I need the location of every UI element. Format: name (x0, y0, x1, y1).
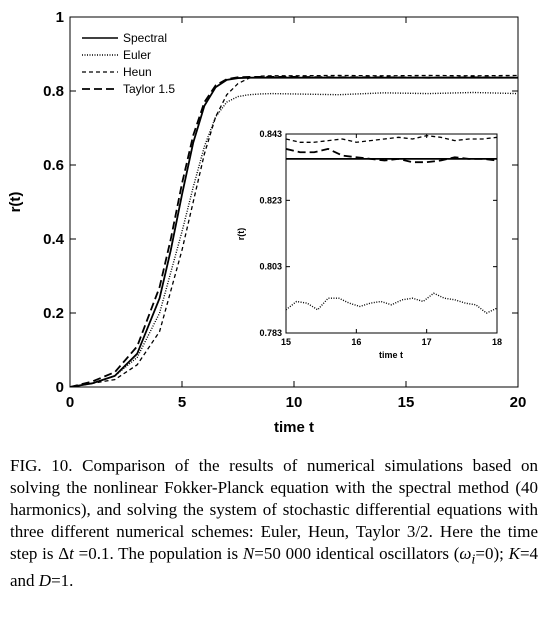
main-x-tick-label: 10 (286, 394, 303, 411)
main-y-tick-label: 0 (56, 379, 64, 396)
main-y-tick-label: 0.6 (43, 157, 64, 174)
main-y-tick-label: 0.4 (43, 231, 65, 248)
inset-y-axis-label: r(t) (236, 228, 246, 241)
main-y-tick-label: 0.8 (43, 83, 64, 100)
caption-var-k: K (508, 544, 520, 563)
inset-y-tick-label: 0.803 (259, 262, 282, 272)
legend: Spectral Euler Heun Taylor 1.5 (82, 31, 175, 96)
caption-var-omega-sub: i (471, 551, 476, 568)
main-x-tick-label: 5 (178, 394, 186, 411)
caption-text-3: =50 000 identical oscillators ( (254, 544, 460, 563)
legend-label-spectral: Spectral (123, 31, 167, 45)
caption-var-d: D (38, 571, 52, 591)
inset-plot-frame (285, 133, 498, 334)
inset-series-taylor-1-5 (286, 148, 497, 164)
caption-text-4: =0); (475, 544, 509, 563)
main-y-tick-label: 1 (56, 9, 64, 26)
caption-text-6: =1. (51, 571, 74, 591)
caption-var-t: t (69, 544, 74, 563)
main-series-taylor-1-5 (70, 76, 518, 387)
inset-x-tick-label: 18 (492, 337, 502, 347)
main-series-heun (70, 74, 518, 387)
main-tick-labels: 0 5 10 15 20 0 0.2 0.4 0.6 0.8 1 (43, 9, 526, 411)
inset-x-tick-label: 15 (281, 337, 291, 347)
inset-y-tick-label: 0.843 (259, 129, 282, 139)
main-series (70, 74, 518, 387)
legend-label-taylor: Taylor 1.5 (123, 82, 175, 96)
main-x-tick-label: 20 (510, 394, 527, 411)
figure-10: 0 5 10 15 20 0 0.2 0.4 0.6 0.8 1 time t r(t) Spect… (7, 9, 526, 436)
caption-text-1: FIG. 10. Comparison of the results of nu… (10, 456, 538, 563)
inset-series-euler (286, 292, 497, 314)
main-y-tick-label: 0.2 (43, 305, 64, 322)
inset-x-tick-label: 16 (351, 337, 361, 347)
caption-text-5: =4 and (10, 544, 539, 591)
inset-y-tick-label: 0.783 (259, 328, 282, 338)
caption-text-2: =0.1. The population is (73, 544, 243, 563)
caption-var-n: N (242, 544, 255, 563)
main-x-axis-label: time t (274, 419, 314, 436)
main-ticks (69, 16, 519, 388)
inset-series (286, 135, 497, 314)
main-x-tick-label: 0 (66, 394, 74, 411)
main-y-axis-label: r(t) (7, 192, 24, 213)
inset-y-tick-label: 0.823 (259, 195, 282, 205)
legend-label-heun: Heun (123, 65, 152, 79)
legend-label-euler: Euler (123, 48, 151, 62)
inset-series-heun (286, 135, 497, 143)
inset-x-axis-label: time t (379, 350, 403, 360)
inset-tick-labels: 15 16 17 18 0.783 0.803 0.823 0.843 (259, 129, 502, 347)
main-x-tick-label: 15 (398, 394, 415, 411)
caption-var-omega: ω (459, 544, 472, 563)
inset-x-tick-label: 17 (422, 337, 432, 347)
figure-caption: FIG. 10. Comparison of the results of nu… (10, 455, 538, 592)
